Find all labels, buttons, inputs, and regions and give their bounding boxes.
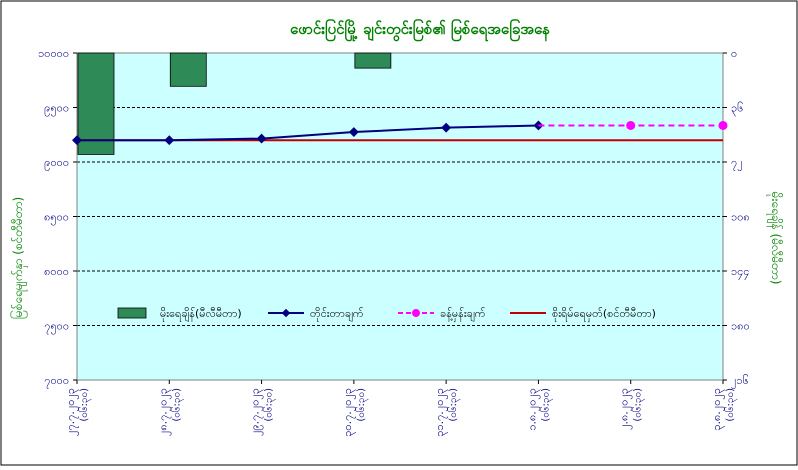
- left-axis-tick-label: ၇၅၀၀: [44, 320, 69, 335]
- right-axis-tick-label: ၂၁၆: [731, 374, 749, 389]
- x-axis-time-label: (၀၆:၃၀): [77, 388, 92, 422]
- legend: မိုးရေချိန်(မီလီမီတာ) တိုင်းတာချက် ခန့်မှန…: [117, 307, 656, 322]
- x-axis-time-label: (၀၆:၃၀): [446, 388, 461, 422]
- legend-swatch-rainfall: [117, 307, 147, 319]
- x-axis-tick-label: ၁.၈.၂၀၂၃: [525, 388, 540, 431]
- rainfall-bar: [354, 52, 392, 69]
- x-axis-tick-label: ၂၇.၇.၂၀၂၃: [64, 388, 79, 436]
- left-axis-label: မြစ်ရေမျက်နှာ (စင်တီမီတာ): [9, 197, 28, 319]
- right-axis-tick-label: ၁၄၄: [731, 265, 750, 280]
- left-axis-tick-label: ၁၀၀၀၀: [38, 47, 69, 60]
- x-axis-tick-label: ၃၀.၇.၂၀၂၃: [341, 388, 356, 437]
- left-axis-tick-label: ၈၅၀၀: [44, 211, 69, 226]
- legend-label: ခန့်မှန်းချက်: [440, 307, 486, 322]
- forecast-point: [626, 120, 636, 130]
- rainfall-bar: [77, 52, 115, 155]
- right-axis-tick-label: ၁၈၀: [731, 320, 750, 333]
- forecast-point: [718, 120, 728, 130]
- right-axis-tick-label: ၃၆: [731, 102, 743, 117]
- legend-label: မိုးရေချိန်(မီလီမီတာ): [160, 307, 242, 322]
- x-axis-time-label: (၀၆:၃၀): [262, 388, 277, 422]
- x-axis-time-label: (၀၆:၃၀): [354, 388, 369, 422]
- left-axis-tick-label: ၉၅၀၀: [44, 102, 69, 117]
- left-axis-tick-label: ၉၀၀၀: [44, 156, 69, 171]
- rainfall-bar: [169, 52, 207, 87]
- left-axis-tick-label: ၈၀၀၀: [44, 265, 69, 278]
- right-axis-tick-label: ၁၀၈: [731, 211, 750, 224]
- x-axis-tick-label: ၂.၈.၂၀၂၃: [618, 388, 633, 430]
- observed-point: [348, 127, 359, 137]
- x-axis-tick-label: ၃.၈.၂၀၂၃: [710, 388, 725, 431]
- x-axis-time-label: (၀၆:၃၀): [631, 388, 646, 422]
- observed-point: [164, 135, 175, 146]
- legend-marker: [281, 308, 291, 318]
- observed-point: [256, 133, 267, 144]
- right-axis-tick-label: ၇၂: [731, 156, 743, 171]
- left-axis-tick-label: ၇၀၀၀: [44, 374, 69, 389]
- x-axis-time-label: (၀၆:၃၀): [723, 388, 738, 422]
- right-axis-tick-label: ၀: [731, 47, 737, 60]
- x-axis-tick-label: ၂၈.၇.၂၀၂၃: [156, 388, 171, 436]
- x-axis-tick-label: ၂၉.၇.၂၀၂၃: [249, 388, 264, 436]
- right-axis-label: မိုးရေချိန် (မီလီမီတာ): [766, 192, 784, 285]
- x-axis-tick-label: ၃၁.၇.၂၀၂၃: [433, 388, 448, 437]
- x-axis-time-label: (၀၆:၃၀): [538, 388, 553, 422]
- legend-marker: [412, 309, 420, 317]
- plot-area: ၇၀၀၀ ၇၅၀၀ ၈၀၀၀ ၈၅၀၀ ၉၀၀၀ ၉၅၀၀ ၁၀၀၀၀ ၀၃၆၇၂၁၀၈၁၄၄…: [38, 47, 750, 437]
- x-axis-time-label: (၀၆:၃၀): [169, 388, 184, 422]
- legend-label: စိုးရိမ်ရေမှတ်(စင်တီမီတာ): [552, 307, 656, 322]
- legend-label: တိုင်းတာချက်: [310, 307, 364, 322]
- observed-line: [77, 124, 539, 142]
- observed-point: [72, 135, 82, 146]
